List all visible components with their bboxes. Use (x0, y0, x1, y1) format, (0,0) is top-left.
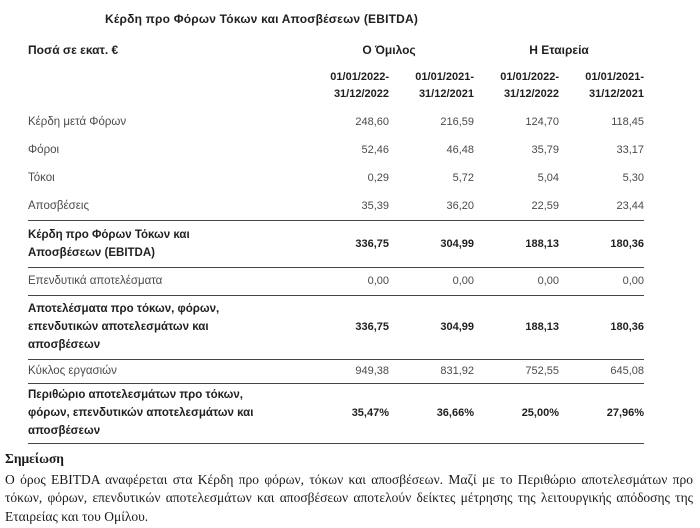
row-value: 25,00% (474, 382, 559, 444)
row-value: 216,59 (440, 116, 474, 128)
note-heading: Σημείωση (5, 450, 64, 466)
period-header-group-2022: 01/01/2022- 31/12/2022 (330, 71, 389, 100)
row-value: 645,08 (559, 358, 645, 383)
row-value: 304,99 (389, 294, 474, 359)
row-value: 27,96% (559, 382, 645, 444)
unit-label: Ποσά σε εκατ. € (28, 43, 119, 57)
table-row-margin: Περιθώριο αποτελεσμάτων προ τόκων, φόρων… (28, 382, 645, 444)
row-value: 0,00 (389, 266, 474, 295)
row-value: 0,00 (304, 266, 389, 295)
period-header-company-2021: 01/01/2021- 31/12/2021 (585, 71, 645, 100)
row-value: 124,70 (525, 116, 559, 128)
row-label: Τόκοι (28, 172, 55, 184)
row-value: 36,20 (446, 199, 474, 212)
row-value: 36,66% (389, 382, 474, 444)
row-value: 752,55 (474, 358, 559, 383)
row-value: 5,04 (537, 172, 559, 184)
row-value: 0,00 (474, 266, 559, 295)
row-value: 304,99 (389, 219, 474, 267)
row-value: 336,75 (304, 294, 389, 359)
row-value: 180,36 (559, 294, 645, 359)
row-label: Κύκλος εργασιών (28, 358, 304, 383)
row-label: Κέρδη μετά Φόρων (28, 116, 127, 128)
group-header-company: Η Εταιρεία (529, 43, 589, 57)
table-row-profit-after-tax: Κέρδη μετά Φόρων 248,60 216,59 124,70 11… (28, 108, 644, 136)
table-row-turnover: Κύκλος εργασιών 949,38 831,92 752,55 645… (28, 358, 645, 383)
row-value: 52,46 (361, 144, 389, 156)
table-row-taxes: Φόροι 52,46 46,48 35,79 33,17 (28, 136, 644, 164)
row-label: Περιθώριο αποτελεσμάτων προ τόκων, φόρων… (28, 382, 304, 444)
row-label: Επενδυτικά αποτελέσματα (28, 266, 304, 295)
row-value: 33,17 (616, 144, 645, 156)
table-row-investment-results: Επενδυτικά αποτελέσματα 0,00 0,00 0,00 0… (28, 266, 645, 295)
row-value: 188,13 (474, 219, 559, 267)
period-header-company-2022: 01/01/2022- 31/12/2022 (500, 71, 559, 100)
row-value: 949,38 (304, 358, 389, 383)
row-value: 336,75 (304, 219, 389, 267)
row-value: 22,59 (531, 199, 559, 212)
row-value: 118,45 (611, 116, 645, 128)
row-value: 35,39 (361, 199, 389, 212)
row-value: 188,13 (474, 294, 559, 359)
table-row-results-before-interest-tax: Αποτελέσματα προ τόκων, φόρων, επενδυτικ… (28, 294, 645, 359)
page-title: Κέρδη προ Φόρων Τόκων και Αποσβέσεων (EB… (105, 12, 419, 26)
note-body: Ο όρος EBITDA αναφέρεται στα Κέρδη προ φ… (5, 471, 693, 524)
row-value: 5,30 (622, 172, 645, 184)
table-row-depreciation: Αποσβέσεις 35,39 36,20 22,59 23,44 (28, 192, 644, 220)
footnote-section: Σημείωση Ο όρος EBITDA αναφέρεται στα Κέ… (0, 451, 700, 527)
row-value: 46,48 (446, 144, 474, 156)
row-value: 0,00 (559, 266, 645, 295)
table-row-interest: Τόκοι 0,29 5,72 5,04 5,30 (28, 164, 644, 192)
row-value: 35,79 (531, 144, 559, 156)
group-header-row: Ποσά σε εκατ. € Ο Όμιλος Η Εταιρεία (28, 36, 644, 64)
group-header-group: Ο Όμιλος (362, 43, 416, 57)
table-row-ebitda-total: Κέρδη προ Φόρων Τόκων και Αποσβέσεων (EB… (28, 219, 645, 267)
spacer-cell (28, 64, 304, 108)
row-value: 35,47% (304, 382, 389, 444)
row-value: 831,92 (389, 358, 474, 383)
row-label: Φόροι (28, 144, 60, 156)
row-value: 180,36 (559, 219, 645, 267)
row-value: 23,44 (616, 199, 645, 212)
row-value: 0,29 (367, 172, 389, 184)
period-header-group-2021: 01/01/2021- 31/12/2021 (415, 71, 474, 100)
row-label: Αποτελέσματα προ τόκων, φόρων, επενδυτικ… (28, 294, 304, 359)
row-value: 248,60 (355, 116, 389, 128)
ebitda-table: Ποσά σε εκατ. € Ο Όμιλος Η Εταιρεία 01/0… (28, 36, 645, 444)
row-label: Αποσβέσεις (28, 199, 89, 212)
period-header-row: 01/01/2022- 31/12/2022 01/01/2021- 31/12… (28, 64, 644, 108)
row-value: 5,72 (452, 172, 474, 184)
row-label: Κέρδη προ Φόρων Τόκων και Αποσβέσεων (EB… (28, 219, 304, 267)
